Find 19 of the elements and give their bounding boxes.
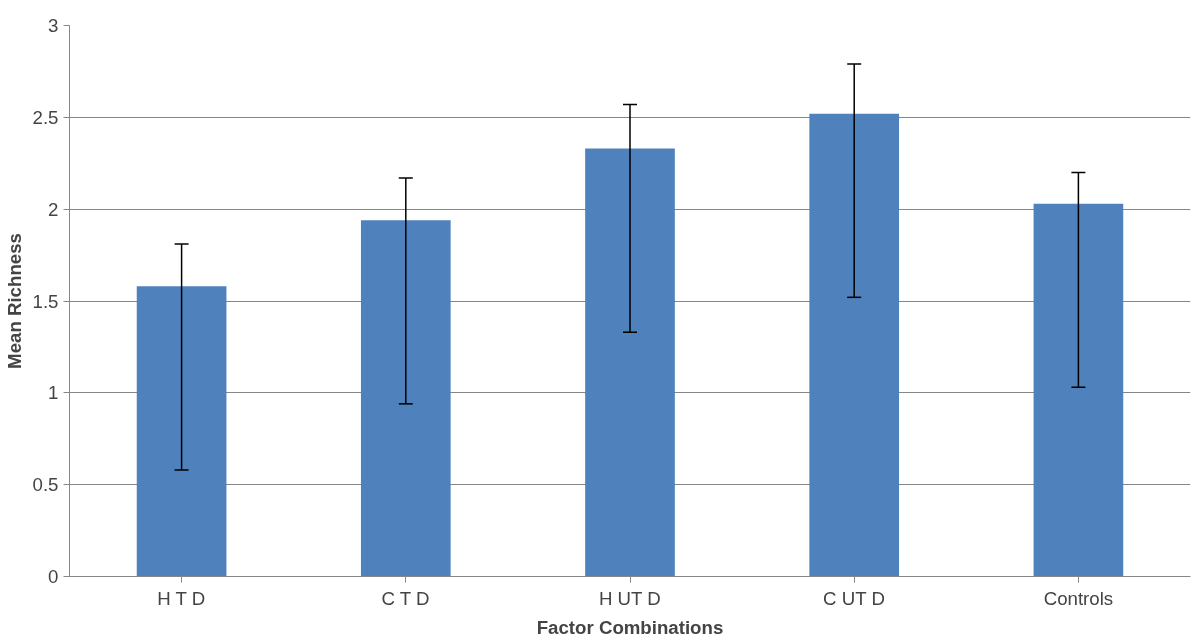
- x-tick-label: Controls: [1043, 587, 1114, 609]
- bar: [1033, 203, 1124, 577]
- bar: [136, 286, 227, 577]
- y-tick-label: 0.5: [32, 474, 59, 496]
- y-axis-title: Mean Richness: [3, 233, 25, 369]
- bar: [585, 148, 675, 577]
- y-tick-label: 0: [48, 566, 59, 587]
- x-tick-label: H T D: [157, 587, 206, 609]
- bar: [360, 220, 451, 577]
- y-tick-label: 3: [48, 15, 59, 36]
- x-tick-label: H UT D: [598, 587, 661, 609]
- x-axis-title: Factor Combinations: [536, 616, 724, 638]
- y-tick-label: 1.5: [32, 290, 59, 312]
- y-tick-label: 2.5: [32, 106, 59, 128]
- bar: [809, 113, 900, 577]
- x-tick-label: C UT D: [823, 587, 885, 609]
- y-tick-label: 2: [48, 198, 59, 220]
- x-tick-label: C T D: [381, 587, 430, 609]
- y-tick-label: 1: [48, 382, 59, 404]
